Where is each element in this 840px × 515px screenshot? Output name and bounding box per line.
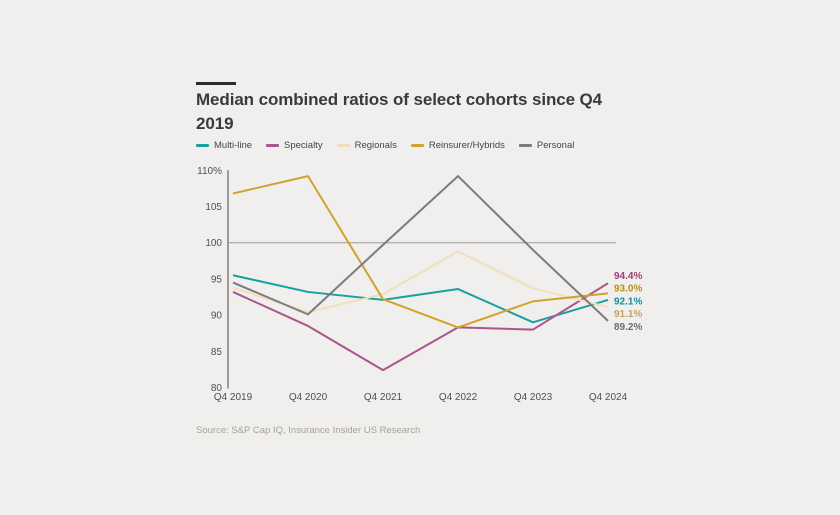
end-label-multi-line: 92.1% — [614, 296, 642, 307]
end-label-reinsurer-hybrids: 93.0% — [614, 284, 642, 295]
y-tick-label: 85 — [211, 347, 223, 358]
legend-label: Regionals — [354, 140, 397, 151]
x-tick-label: Q4 2023 — [514, 392, 553, 403]
end-label-specialty: 94.4% — [614, 271, 642, 282]
x-tick-label: Q4 2019 — [214, 392, 253, 403]
legend-swatch-icon — [410, 144, 424, 147]
chart-title: Median combined ratios of select cohorts… — [196, 90, 603, 133]
series-line-reinsurer-hybrids — [232, 175, 609, 329]
y-tick-label: 80 — [211, 383, 223, 394]
legend-label: Reinsurer/Hybrids — [428, 140, 505, 151]
legend-item-specialty: Specialty — [266, 140, 323, 151]
legend: Multi-line Specialty Regionals Reinsurer/Hy… — [196, 140, 574, 151]
legend-swatch-icon — [266, 144, 280, 147]
end-label-personal: 89.2% — [614, 322, 642, 333]
x-tick-label: Q4 2022 — [439, 392, 478, 403]
series-line-regionals — [232, 250, 609, 314]
legend-label: Multi-line — [214, 140, 253, 151]
source-note: Source: S&P Cap IQ, Insurance Insider US… — [196, 425, 421, 436]
y-tick-label: 105 — [205, 202, 222, 213]
end-label-regionals: 91.1% — [614, 309, 642, 320]
series-line-personal — [232, 175, 609, 322]
title-accent-bar — [196, 82, 236, 85]
y-tick-label: 110% — [197, 166, 222, 177]
legend-label: Personal — [536, 140, 575, 151]
series-line-specialty — [232, 282, 609, 372]
legend-item-regionals: Regionals — [336, 140, 397, 151]
x-tick-label: Q4 2021 — [364, 392, 403, 403]
x-tick-label: Q4 2024 — [589, 392, 628, 403]
series-line-multi-line — [232, 274, 609, 324]
y-tick-label: 95 — [211, 274, 223, 285]
y-tick-label: 90 — [211, 311, 223, 322]
legend-label: Specialty — [284, 140, 323, 151]
legend-item-personal: Personal — [518, 140, 575, 151]
legend-swatch-icon — [196, 144, 209, 147]
legend-swatch-icon — [336, 144, 350, 147]
y-tick-label: 100 — [205, 238, 222, 249]
x-tick-label: Q4 2020 — [289, 392, 328, 403]
legend-swatch-icon — [518, 144, 532, 147]
legend-item-reinsurer-hybrids: Reinsurer/Hybrids — [410, 140, 505, 151]
legend-item-multi-line: Multi-line — [196, 140, 252, 151]
